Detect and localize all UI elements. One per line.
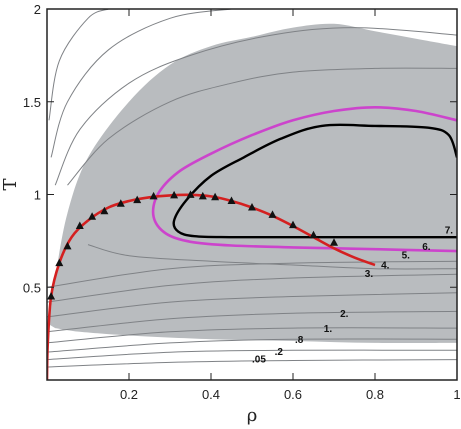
triangle-marker — [47, 292, 56, 300]
y-tick-label: 2 — [34, 2, 41, 17]
background-contour-10 — [48, 9, 109, 121]
triangle-marker — [330, 238, 338, 246]
background-contour-4 — [47, 273, 457, 303]
shaded-region — [49, 23, 457, 344]
background-contour-3 — [47, 292, 457, 318]
contour-level-label: .05 — [252, 354, 266, 365]
background-contour-1 — [47, 327, 457, 344]
triangle-marker — [149, 191, 158, 200]
background-contour-7 — [67, 67, 457, 186]
background-contour-8 — [54, 27, 457, 186]
contour-level-label: .2 — [275, 347, 284, 358]
background-contour-6 — [87, 244, 457, 270]
x-tick-label: 0.2 — [120, 387, 138, 402]
y-tick-label: 1.5 — [23, 95, 41, 110]
contour-level-label: 3. — [365, 269, 374, 280]
axis-ticks-layer: 0.2 0.4 0.6 0.8 1 0.5 1 1.5 2 — [23, 2, 461, 402]
triangle-marker — [268, 210, 277, 218]
shaded-region-layer — [49, 23, 457, 344]
background-contours-layer — [47, 9, 457, 368]
background-contour-9 — [50, 9, 232, 158]
x-axis-label: ρ — [247, 405, 258, 426]
triangle-marker — [170, 190, 179, 199]
triangle-marker — [198, 191, 207, 200]
triangle-marker — [88, 212, 97, 220]
background-contour-12 — [47, 349, 457, 361]
background-contour-11 — [47, 338, 457, 353]
y-axis-label: T — [0, 178, 21, 190]
contour-level-label: 6. — [422, 242, 431, 253]
x-tick-label: 0.6 — [284, 387, 302, 402]
contour-level-label: 1. — [324, 324, 333, 335]
contour-labels-layer: .05 .2 .8 1. 2. 3. 4. 5. 6. 7. — [252, 226, 453, 366]
triangle-marker — [100, 206, 109, 215]
triangle-marker — [186, 190, 195, 198]
triangle-marker — [133, 195, 142, 204]
background-contour-5 — [47, 260, 457, 288]
x-tick-label: 1 — [453, 387, 460, 402]
triangle-marker — [116, 199, 125, 207]
contour-level-label: 7. — [445, 226, 454, 237]
triangle-marker — [75, 221, 84, 229]
triangle-marker — [227, 196, 236, 204]
contour-level-label: 5. — [402, 251, 411, 262]
triangle-marker — [63, 241, 72, 250]
marker-layer — [47, 190, 338, 300]
contour-level-label: 4. — [381, 261, 390, 272]
contour-level-6 — [151, 105, 457, 253]
x-tick-label: 0.4 — [202, 387, 220, 402]
triangle-marker — [289, 220, 297, 229]
triangle-marker — [55, 258, 64, 267]
contour-level-label: .8 — [295, 335, 304, 346]
triangle-marker — [309, 230, 318, 239]
contour-level-label: 2. — [340, 309, 349, 320]
y-tick-label: 0.5 — [23, 280, 41, 295]
y-tick-label: 1 — [34, 188, 41, 203]
background-contour-13 — [47, 359, 457, 368]
background-contour-2 — [47, 310, 457, 333]
triangle-marker — [211, 192, 220, 201]
x-tick-label: 0.8 — [366, 387, 384, 402]
triangle-marker — [248, 203, 256, 211]
